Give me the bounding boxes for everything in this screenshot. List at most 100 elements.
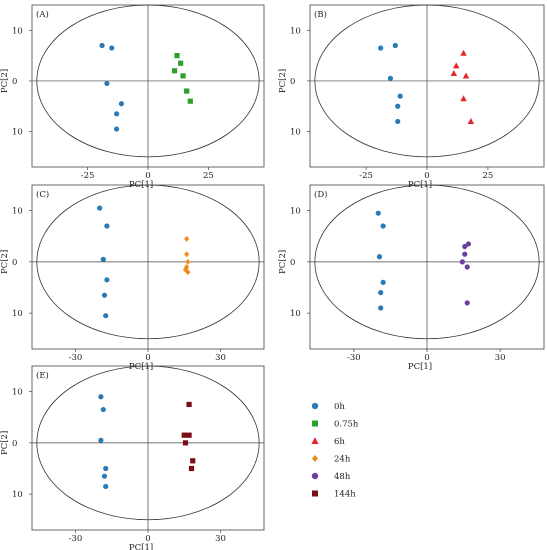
data-point [184, 88, 190, 94]
data-point [459, 259, 465, 265]
data-point [109, 45, 115, 51]
data-point [178, 60, 184, 66]
legend-item: 24h [312, 455, 351, 465]
y-axis-label: PC[2] [0, 69, 10, 93]
y-tick-label: 0 [12, 258, 17, 268]
data-point [186, 401, 192, 408]
data-point [97, 205, 103, 211]
legend-marker [311, 402, 319, 410]
data-point [395, 103, 401, 109]
legend-marker [312, 490, 318, 497]
data-point [462, 243, 468, 250]
data-point [184, 251, 190, 258]
x-axis-label: PC[1] [408, 362, 432, 372]
legend-item: 144h [312, 490, 356, 500]
data-point [99, 42, 105, 49]
x-axis-label: PC[1] [129, 543, 153, 550]
data-point [467, 118, 475, 125]
legend-marker [311, 472, 319, 480]
data-point [101, 292, 108, 298]
x-tick-label: 0 [424, 171, 429, 181]
data-point [397, 93, 403, 99]
data-point [378, 305, 384, 311]
data-point [464, 300, 470, 306]
data-point [462, 72, 470, 79]
x-tick-label: 0 [424, 353, 429, 363]
legend-label: 6h [334, 437, 345, 447]
data-point [113, 126, 120, 132]
legend-item: 48h [311, 472, 351, 482]
panels: (A) -25 0 25 10 0 10 PC[1] PC[2] (B) -25 0 25 10 0 10 PC… [0, 4, 545, 550]
x-tick-label: -25 [81, 171, 95, 181]
data-point [450, 69, 458, 76]
y-axis-label: PC[2] [278, 69, 288, 93]
legend-label: 144h [334, 490, 356, 500]
data-point [380, 279, 386, 285]
panel-label: (A) [36, 9, 49, 20]
x-tick-label: 30 [215, 534, 226, 544]
y-tick-label: 10 [12, 128, 23, 138]
data-point [188, 465, 195, 472]
data-point [103, 313, 109, 319]
data-point [104, 80, 110, 87]
panel-4: (E) -30 0 30 10 0 10 PC[1] PC[2] [0, 365, 265, 550]
y-tick-label: 10 [290, 128, 301, 138]
data-point [104, 277, 110, 283]
data-point [100, 406, 106, 413]
data-point [453, 62, 460, 69]
y-axis-label: PC[2] [0, 250, 10, 274]
x-tick-label: 0 [145, 353, 150, 363]
legend-item: 6h [311, 437, 345, 447]
data-point [180, 73, 186, 79]
panel-3: (D) -30 0 30 10 0 10 PC[1] PC[2] [278, 184, 545, 372]
hotelling-ellipse [314, 184, 540, 340]
panel-label: (B) [314, 9, 327, 20]
y-tick-label: 10 [12, 26, 23, 36]
data-point [187, 98, 193, 104]
x-tick-label: 30 [495, 353, 506, 363]
x-axis-label: PC[1] [129, 362, 153, 372]
panel-label: (C) [36, 189, 49, 200]
y-tick-label: 10 [12, 207, 23, 217]
data-point [182, 440, 189, 446]
legend-marker [312, 455, 318, 462]
x-tick-label: 0 [145, 171, 150, 181]
y-tick-label: 0 [290, 77, 295, 87]
data-point [387, 75, 394, 82]
data-point [380, 223, 386, 229]
y-tick-label: 10 [290, 207, 301, 217]
data-point [184, 235, 190, 242]
y-tick-label: 0 [12, 439, 17, 449]
hotelling-ellipse [36, 365, 260, 521]
hotelling-ellipse [314, 4, 540, 158]
legend-marker [311, 437, 319, 444]
data-point [100, 256, 106, 262]
data-point [378, 45, 384, 51]
legend: 0h 0.75h 6h 24h 48h 144h [311, 402, 359, 500]
y-tick-label: 10 [12, 309, 23, 319]
x-tick-label: 25 [203, 171, 214, 181]
x-tick-label: 0 [145, 534, 150, 544]
data-point [462, 251, 468, 257]
legend-marker [312, 420, 318, 427]
data-point [376, 254, 383, 260]
data-point [185, 258, 191, 265]
legend-label: 48h [334, 472, 351, 482]
data-point [186, 432, 192, 438]
panel-2: (C) -30 0 30 10 0 10 PC[1] PC[2] [0, 184, 265, 372]
legend-label: 24h [334, 455, 351, 465]
data-point [460, 49, 467, 56]
x-tick-label: -30 [69, 353, 83, 363]
y-tick-label: 10 [290, 26, 301, 36]
x-tick-label: -30 [69, 534, 83, 544]
data-point [395, 118, 401, 125]
data-point [181, 432, 187, 438]
data-point [190, 458, 196, 464]
panel-label: (D) [314, 189, 327, 200]
x-tick-label: 30 [215, 353, 226, 363]
y-tick-label: 0 [12, 77, 17, 87]
data-point [98, 394, 104, 400]
